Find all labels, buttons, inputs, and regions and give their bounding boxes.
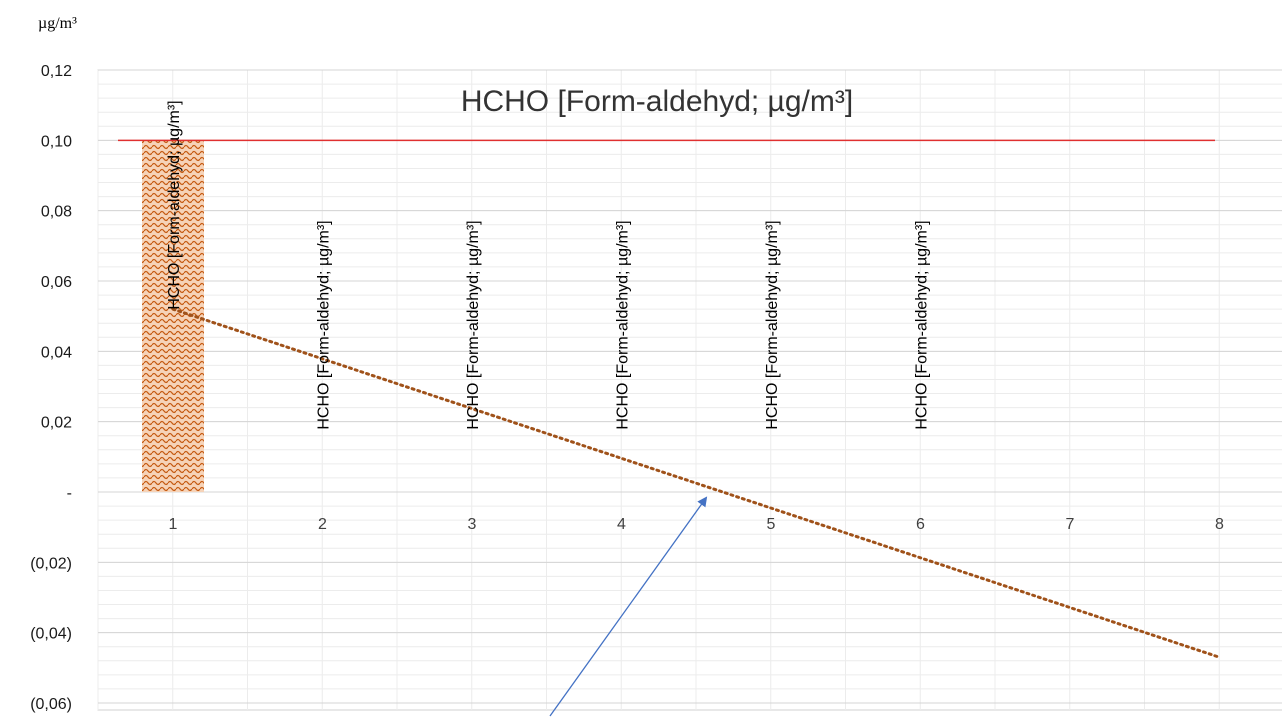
chart-title: HCHO [Form-aldehyd; µg/m³]: [461, 85, 853, 118]
y-tick-label: (0,06): [30, 696, 72, 713]
y-tick-label: 0,04: [41, 344, 72, 361]
data-label: HCHO [Form-aldehyd; µg/m³]: [166, 100, 183, 309]
bars: [142, 140, 204, 493]
x-tick-label: 5: [767, 516, 776, 533]
minor-gridlines: [97, 69, 1282, 710]
y-tick-label: 0,08: [41, 204, 72, 221]
data-label: HCHO [Form-aldehyd; µg/m³]: [615, 220, 632, 429]
y-tick-label: 0,10: [41, 133, 72, 150]
bar: [142, 140, 204, 493]
plot-area-border: [97, 69, 1282, 711]
unit-label: µg/m³: [38, 15, 77, 32]
annotation-arrow: [549, 496, 708, 717]
y-tick-label: (0,02): [30, 555, 72, 572]
trendline: [171, 307, 1221, 659]
x-axis-ticks: 1 2 3 4 5 6 7 8: [169, 516, 1225, 533]
x-tick-label: 6: [916, 516, 925, 533]
y-tick-label: 0,06: [41, 274, 72, 291]
x-tick-label: 8: [1215, 516, 1224, 533]
x-tick-label: 2: [318, 516, 327, 533]
data-labels: HCHO [Form-aldehyd; µg/m³] HCHO [Form-ald…: [166, 100, 931, 429]
x-tick-label: 3: [468, 516, 477, 533]
y-tick-label: (0,04): [30, 626, 72, 643]
data-label: HCHO [Form-aldehyd; µg/m³]: [764, 220, 781, 429]
y-axis-ticks: 0,12 0,10 0,08 0,06 0,04 0,02 - (0,02) (0,04) (0,…: [30, 63, 72, 713]
major-gridlines: [98, 69, 1282, 704]
y-tick-label: 0,12: [41, 63, 72, 80]
y-tick-label: -: [67, 485, 72, 502]
x-tick-label: 7: [1066, 516, 1075, 533]
x-tick-label: 1: [169, 516, 178, 533]
data-label: HCHO [Form-aldehyd; µg/m³]: [914, 220, 931, 429]
y-tick-label: 0,02: [41, 415, 72, 432]
data-label: HCHO [Form-aldehyd; µg/m³]: [465, 220, 482, 429]
x-tick-label: 4: [617, 516, 626, 533]
data-label: HCHO [Form-aldehyd; µg/m³]: [316, 220, 333, 429]
